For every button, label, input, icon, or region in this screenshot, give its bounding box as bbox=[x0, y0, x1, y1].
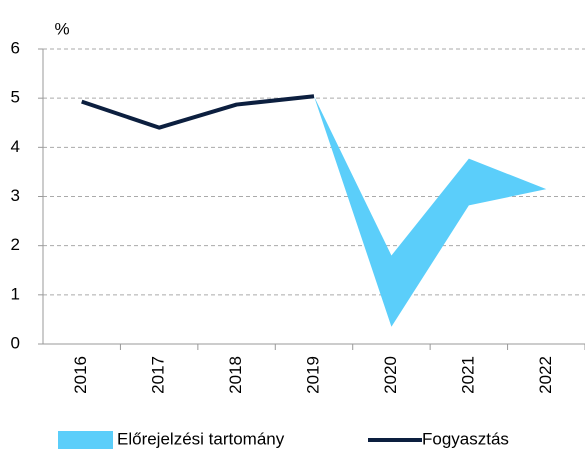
x-tick-label: 2020 bbox=[381, 356, 400, 394]
x-tick-label: 2017 bbox=[149, 356, 168, 394]
range-area bbox=[314, 96, 547, 327]
x-tick-label: 2016 bbox=[71, 356, 90, 394]
y-tick-label: 1 bbox=[11, 284, 20, 303]
x-tick-label: 2018 bbox=[226, 356, 245, 394]
legend-label: Előrejelzési tartomány bbox=[117, 429, 285, 448]
legend-swatch bbox=[58, 431, 113, 449]
legend-label: Fogyasztás bbox=[422, 429, 509, 448]
x-tick-label: 2019 bbox=[303, 356, 322, 394]
y-unit: % bbox=[54, 19, 69, 38]
y-tick-label: 0 bbox=[11, 333, 20, 352]
y-tick-label: 3 bbox=[11, 186, 20, 205]
line bbox=[81, 94, 315, 130]
y-tick-label: 5 bbox=[11, 88, 20, 107]
y-tick-label: 6 bbox=[11, 38, 20, 57]
y-tick-label: 2 bbox=[11, 235, 20, 254]
x-tick-label: 2021 bbox=[458, 356, 477, 394]
x-tick-label: 2022 bbox=[536, 356, 555, 394]
y-tick-label: 4 bbox=[11, 137, 20, 156]
